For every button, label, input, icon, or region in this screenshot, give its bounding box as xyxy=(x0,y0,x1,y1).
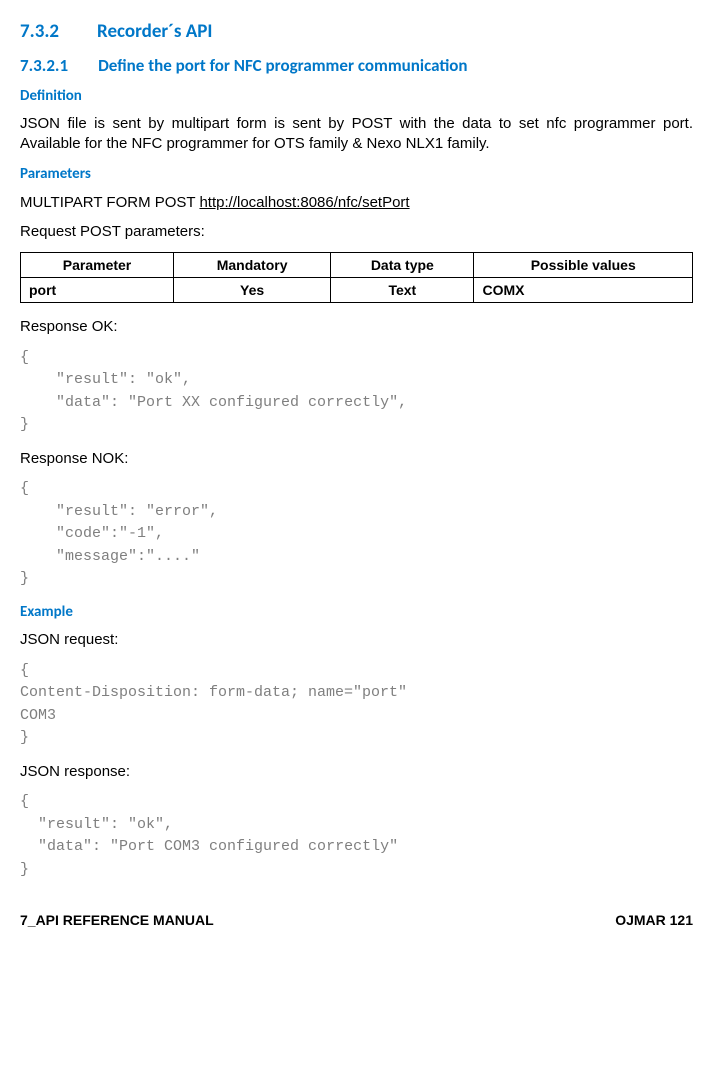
page-footer: 7_API REFERENCE MANUAL OJMAR 121 xyxy=(20,911,693,929)
request-params-label: Request POST parameters: xyxy=(20,222,693,242)
td-datatype: Text xyxy=(331,277,474,302)
json-request-code: { Content-Disposition: form-data; name="… xyxy=(20,660,693,750)
th-possible: Possible values xyxy=(474,252,693,277)
subsection-heading: 7.3.2.1 Define the port for NFC programme… xyxy=(20,55,693,77)
th-mandatory: Mandatory xyxy=(174,252,331,277)
parameters-heading: Parameters xyxy=(20,165,693,185)
endpoint-url[interactable]: http://localhost:8086/nfc/setPort xyxy=(199,194,409,211)
definition-heading: Definition xyxy=(20,87,693,107)
response-ok-label: Response OK: xyxy=(20,317,693,337)
definition-text: JSON file is sent by multipart form is s… xyxy=(20,114,693,153)
response-ok-code: { "result": "ok", "data": "Port XX confi… xyxy=(20,347,693,437)
params-table: Parameter Mandatory Data type Possible v… xyxy=(20,252,693,303)
table-row: port Yes Text COMX xyxy=(21,277,693,302)
method-line: MULTIPART FORM POST http://localhost:808… xyxy=(20,193,693,213)
method-prefix: MULTIPART FORM POST xyxy=(20,194,199,211)
section-heading: 7.3.2 Recorder´s API xyxy=(20,20,693,45)
json-response-label: JSON response: xyxy=(20,762,693,782)
section-title: Recorder´s API xyxy=(97,20,212,43)
response-nok-code: { "result": "error", "code":"-1", "messa… xyxy=(20,478,693,591)
subsection-title: Define the port for NFC programmer commu… xyxy=(98,55,467,76)
table-header-row: Parameter Mandatory Data type Possible v… xyxy=(21,252,693,277)
td-mandatory: Yes xyxy=(174,277,331,302)
footer-left: 7_API REFERENCE MANUAL xyxy=(20,911,214,929)
footer-right: OJMAR 121 xyxy=(615,911,693,929)
th-datatype: Data type xyxy=(331,252,474,277)
example-heading: Example xyxy=(20,603,693,623)
subsection-number: 7.3.2.1 xyxy=(20,55,68,76)
response-nok-label: Response NOK: xyxy=(20,449,693,469)
th-parameter: Parameter xyxy=(21,252,174,277)
json-response-code: { "result": "ok", "data": "Port COM3 con… xyxy=(20,791,693,881)
td-parameter: port xyxy=(21,277,174,302)
json-request-label: JSON request: xyxy=(20,630,693,650)
td-possible: COMX xyxy=(474,277,693,302)
section-number: 7.3.2 xyxy=(20,20,59,43)
